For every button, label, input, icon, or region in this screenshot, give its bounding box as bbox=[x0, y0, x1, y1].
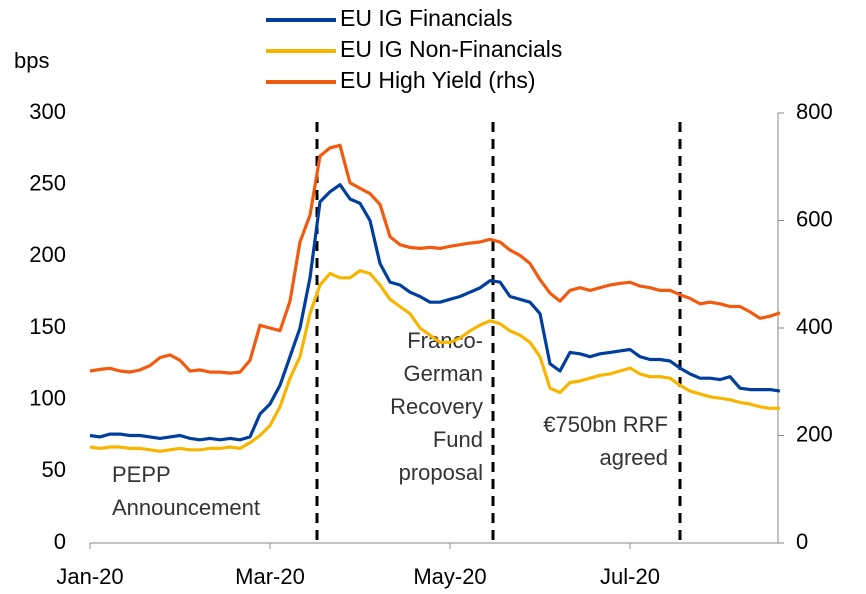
y2-tick-label: 800 bbox=[796, 99, 833, 124]
legend-label: EU High Yield (rhs) bbox=[340, 67, 536, 93]
annotation: PEPP bbox=[112, 462, 171, 487]
y-tick-label: 300 bbox=[29, 99, 66, 124]
annotation: Announcement bbox=[112, 495, 260, 520]
y-tick-label: 200 bbox=[29, 242, 66, 267]
y-tick-label: 100 bbox=[29, 385, 66, 410]
y2-tick-label: 200 bbox=[796, 421, 833, 446]
y-tick-label: 50 bbox=[42, 457, 66, 482]
y-axis-label: bps bbox=[14, 48, 49, 73]
annotation: Fund bbox=[433, 427, 483, 452]
x-tick-label: Mar-20 bbox=[235, 564, 305, 589]
series-line bbox=[89, 183, 781, 442]
series-line bbox=[89, 143, 781, 375]
annotation: €750bn RRF bbox=[543, 412, 668, 437]
annotation: Recovery bbox=[390, 394, 483, 419]
y-tick-label: 150 bbox=[29, 314, 66, 339]
x-tick-label: May-20 bbox=[413, 564, 486, 589]
annotation: proposal bbox=[399, 460, 483, 485]
y2-tick-label: 400 bbox=[796, 314, 833, 339]
x-tick-label: Jan-20 bbox=[56, 564, 123, 589]
annotation: agreed bbox=[599, 445, 668, 470]
y2-tick-label: 0 bbox=[796, 529, 808, 554]
y-tick-label: 250 bbox=[29, 170, 66, 195]
series-line bbox=[89, 269, 780, 453]
legend-label: EU IG Non-Financials bbox=[340, 36, 562, 62]
annotation: German bbox=[404, 361, 483, 386]
y2-tick-label: 600 bbox=[796, 206, 833, 231]
x-tick-label: Jul-20 bbox=[600, 564, 660, 589]
y-tick-label: 0 bbox=[54, 529, 66, 554]
legend-label: EU IG Financials bbox=[340, 5, 513, 31]
